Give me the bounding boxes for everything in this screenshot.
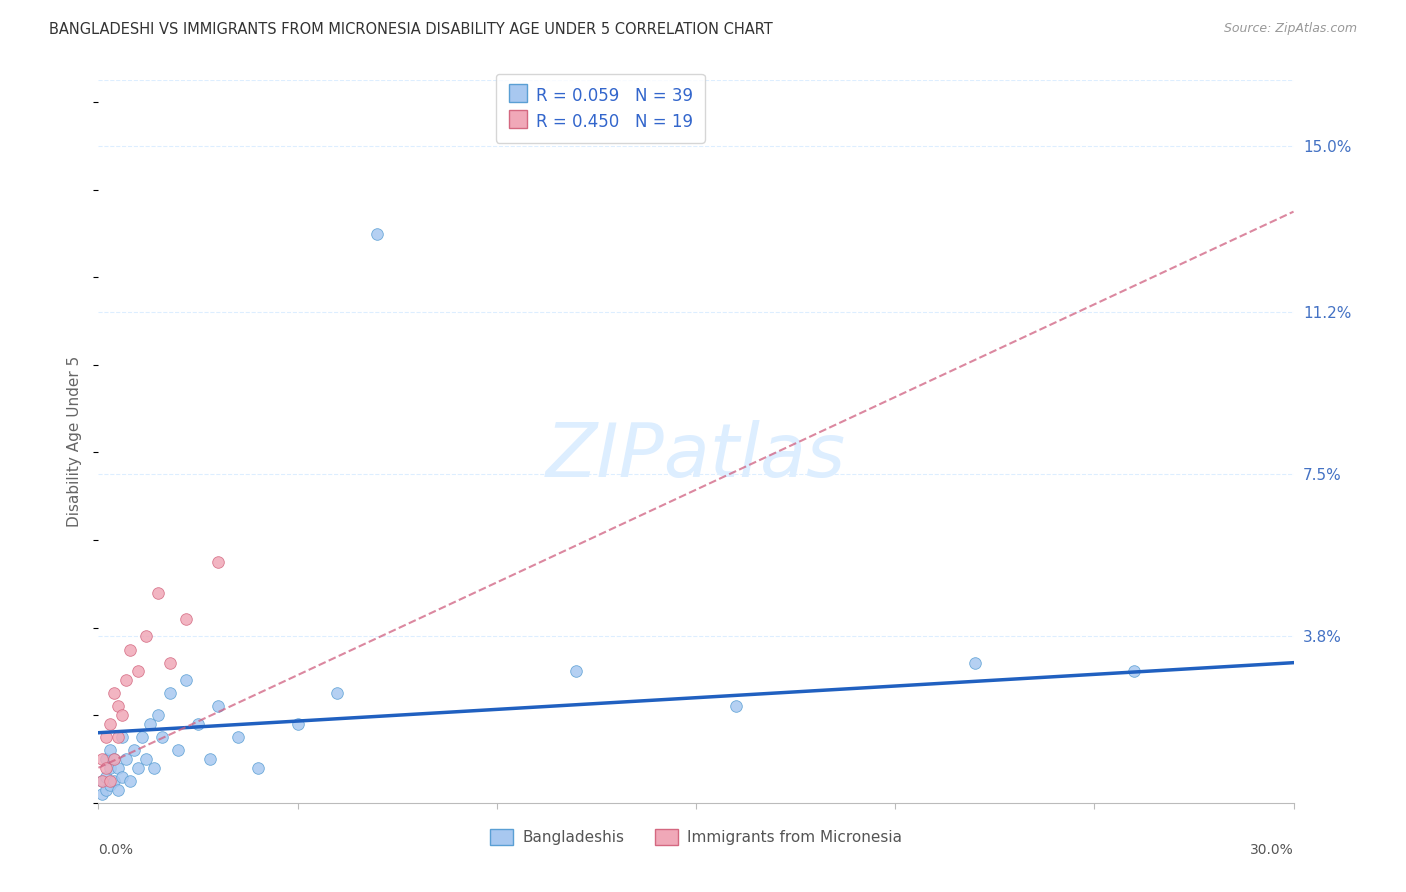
Point: [111, 770, 134, 784]
Point: [98, 761, 122, 775]
Y-axis label: Disability Age Under 5: Disability Age Under 5: [67, 356, 83, 527]
Point: [120, 773, 142, 788]
Point: [207, 699, 229, 714]
Point: [226, 730, 249, 744]
Point: [174, 612, 197, 626]
Point: [159, 686, 181, 700]
Text: BANGLADESHI VS IMMIGRANTS FROM MICRONESIA DISABILITY AGE UNDER 5 CORRELATION CHA: BANGLADESHI VS IMMIGRANTS FROM MICRONESI…: [49, 22, 773, 37]
Point: [167, 743, 190, 757]
Point: [98, 717, 122, 731]
Text: ZIPatlas: ZIPatlas: [546, 420, 846, 492]
Point: [326, 686, 349, 700]
Point: [143, 761, 166, 775]
Point: [96, 752, 118, 766]
Point: [103, 686, 125, 700]
Point: [148, 585, 170, 599]
Point: [91, 787, 114, 801]
Point: [148, 708, 170, 723]
Point: [724, 699, 747, 714]
Point: [127, 761, 149, 775]
Point: [96, 770, 118, 784]
Point: [174, 673, 197, 688]
Point: [135, 629, 157, 643]
Point: [120, 642, 142, 657]
Point: [159, 656, 181, 670]
Point: [131, 730, 153, 744]
Point: [135, 752, 157, 766]
Text: Source: ZipAtlas.com: Source: ZipAtlas.com: [1223, 22, 1357, 36]
Point: [207, 555, 229, 569]
Point: [103, 752, 125, 766]
Point: [115, 673, 138, 688]
Point: [139, 717, 162, 731]
Point: [96, 730, 118, 744]
Point: [1123, 665, 1146, 679]
Point: [96, 761, 118, 775]
Point: [111, 708, 134, 723]
Point: [124, 743, 146, 757]
Legend: Bangladeshis, Immigrants from Micronesia: Bangladeshis, Immigrants from Micronesia: [482, 822, 910, 853]
Point: [103, 773, 125, 788]
Point: [111, 730, 134, 744]
Point: [127, 665, 149, 679]
Point: [366, 227, 388, 241]
Point: [107, 699, 129, 714]
Point: [91, 752, 114, 766]
Point: [98, 743, 122, 757]
Point: [103, 752, 125, 766]
Text: 0.0%: 0.0%: [98, 843, 134, 856]
Point: [187, 717, 209, 731]
Point: [91, 773, 114, 788]
Point: [107, 782, 129, 797]
Point: [107, 730, 129, 744]
Point: [98, 778, 122, 792]
Point: [98, 773, 122, 788]
Point: [150, 730, 173, 744]
Point: [198, 752, 221, 766]
Point: [246, 761, 269, 775]
Point: [107, 761, 129, 775]
Point: [565, 665, 588, 679]
Point: [115, 752, 138, 766]
Point: [287, 717, 309, 731]
Point: [963, 656, 986, 670]
Point: [91, 773, 114, 788]
Point: [96, 782, 118, 797]
Text: 30.0%: 30.0%: [1250, 843, 1294, 856]
